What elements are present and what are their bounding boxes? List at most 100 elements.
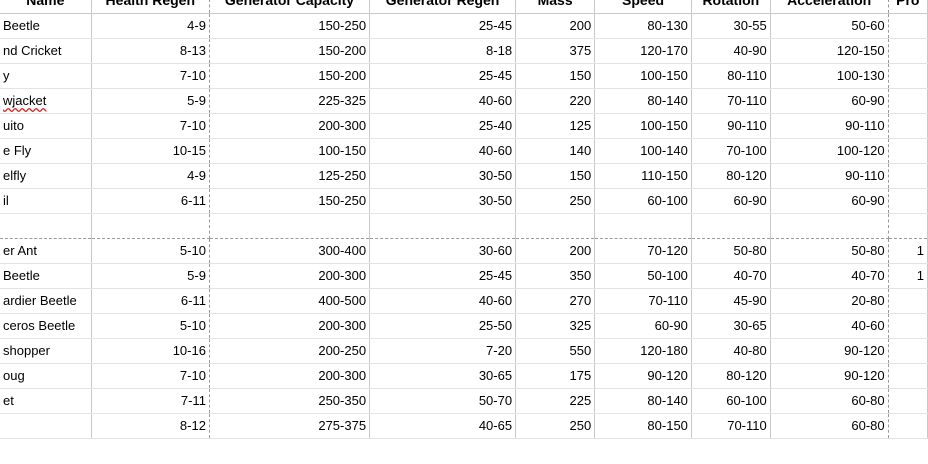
name-cell[interactable]: et: [0, 388, 92, 414]
data-cell[interactable]: [888, 363, 928, 389]
data-cell[interactable]: 1: [888, 238, 928, 264]
data-cell[interactable]: 150: [515, 63, 596, 89]
data-cell[interactable]: 350: [515, 263, 596, 289]
data-cell[interactable]: 150-250: [209, 188, 371, 214]
data-cell[interactable]: 220: [515, 88, 596, 114]
data-cell[interactable]: 150-200: [209, 63, 371, 89]
data-cell[interactable]: [888, 413, 928, 439]
data-cell[interactable]: 7-20: [369, 338, 517, 364]
data-cell[interactable]: 225-325: [209, 88, 371, 114]
column-header[interactable]: Health Regen: [91, 0, 210, 14]
name-cell[interactable]: il: [0, 188, 92, 214]
data-cell[interactable]: 90-110: [691, 113, 771, 139]
name-cell[interactable]: uito: [0, 113, 92, 139]
data-cell[interactable]: 80-120: [691, 163, 771, 189]
name-cell[interactable]: nd Cricket: [0, 38, 92, 64]
data-cell[interactable]: 5-10: [91, 313, 210, 339]
data-cell[interactable]: 50-80: [691, 238, 771, 264]
data-cell[interactable]: 40-70: [770, 263, 889, 289]
data-cell[interactable]: 10-15: [91, 138, 210, 164]
data-cell[interactable]: [888, 288, 928, 314]
data-cell[interactable]: 50-60: [770, 13, 889, 39]
data-cell[interactable]: 125-250: [209, 163, 371, 189]
data-cell[interactable]: 8-12: [91, 413, 210, 439]
name-cell[interactable]: [0, 413, 92, 439]
data-cell[interactable]: 70-100: [691, 138, 771, 164]
name-cell[interactable]: Beetle: [0, 13, 92, 39]
data-cell[interactable]: 225: [515, 388, 596, 414]
data-cell[interactable]: [888, 163, 928, 189]
data-cell[interactable]: 375: [515, 38, 596, 64]
data-cell[interactable]: 125: [515, 113, 596, 139]
data-cell[interactable]: 250-350: [209, 388, 371, 414]
name-cell[interactable]: ardier Beetle: [0, 288, 92, 314]
column-header[interactable]: Name: [0, 0, 92, 14]
data-cell[interactable]: 30-55: [691, 13, 771, 39]
data-cell[interactable]: 30-50: [369, 163, 517, 189]
data-cell[interactable]: 140: [515, 138, 596, 164]
name-cell[interactable]: y: [0, 63, 92, 89]
data-cell[interactable]: 7-10: [91, 363, 210, 389]
data-cell[interactable]: 120-170: [594, 38, 692, 64]
data-cell[interactable]: [209, 213, 371, 239]
column-header[interactable]: Generator Capacity: [209, 0, 371, 14]
data-cell[interactable]: 70-110: [691, 88, 771, 114]
data-cell[interactable]: 110-150: [594, 163, 692, 189]
data-cell[interactable]: 8-13: [91, 38, 210, 64]
data-cell[interactable]: 250: [515, 188, 596, 214]
data-cell[interactable]: 50-80: [770, 238, 889, 264]
data-cell[interactable]: 5-9: [91, 88, 210, 114]
data-cell[interactable]: [369, 213, 517, 239]
data-cell[interactable]: 100-130: [770, 63, 889, 89]
data-cell[interactable]: 5-10: [91, 238, 210, 264]
data-cell[interactable]: [691, 213, 771, 239]
data-cell[interactable]: 60-100: [594, 188, 692, 214]
name-cell[interactable]: [0, 213, 92, 239]
data-cell[interactable]: [888, 388, 928, 414]
data-cell[interactable]: 150-250: [209, 13, 371, 39]
data-cell[interactable]: 30-65: [691, 313, 771, 339]
data-cell[interactable]: 60-90: [691, 188, 771, 214]
data-cell[interactable]: 80-140: [594, 388, 692, 414]
data-cell[interactable]: [888, 113, 928, 139]
data-cell[interactable]: 60-80: [770, 388, 889, 414]
data-cell[interactable]: [594, 213, 692, 239]
data-cell[interactable]: 100-150: [209, 138, 371, 164]
data-cell[interactable]: [888, 338, 928, 364]
data-cell[interactable]: 80-120: [691, 363, 771, 389]
data-cell[interactable]: 60-100: [691, 388, 771, 414]
data-cell[interactable]: 6-11: [91, 188, 210, 214]
data-cell[interactable]: 200-300: [209, 263, 371, 289]
data-cell[interactable]: 150: [515, 163, 596, 189]
data-cell[interactable]: 50-100: [594, 263, 692, 289]
data-cell[interactable]: 60-90: [770, 88, 889, 114]
data-cell[interactable]: 200-300: [209, 313, 371, 339]
data-cell[interactable]: 25-45: [369, 263, 517, 289]
data-cell[interactable]: 4-9: [91, 13, 210, 39]
data-cell[interactable]: 45-90: [691, 288, 771, 314]
data-cell[interactable]: 40-80: [691, 338, 771, 364]
data-cell[interactable]: 100-150: [594, 113, 692, 139]
data-cell[interactable]: 70-120: [594, 238, 692, 264]
data-cell[interactable]: 30-60: [369, 238, 517, 264]
data-cell[interactable]: 200-250: [209, 338, 371, 364]
data-cell[interactable]: 80-110: [691, 63, 771, 89]
data-cell[interactable]: [91, 213, 210, 239]
data-cell[interactable]: 25-40: [369, 113, 517, 139]
data-cell[interactable]: 25-45: [369, 63, 517, 89]
data-cell[interactable]: 1: [888, 263, 928, 289]
column-header[interactable]: Acceleration: [770, 0, 889, 14]
data-cell[interactable]: 60-90: [770, 188, 889, 214]
data-cell[interactable]: 120-150: [770, 38, 889, 64]
data-cell[interactable]: 550: [515, 338, 596, 364]
data-cell[interactable]: 200: [515, 13, 596, 39]
data-cell[interactable]: 90-110: [770, 113, 889, 139]
data-cell[interactable]: 150-200: [209, 38, 371, 64]
name-cell[interactable]: wjacket: [0, 88, 92, 114]
column-header[interactable]: Speed: [594, 0, 692, 14]
data-cell[interactable]: 30-50: [369, 188, 517, 214]
data-cell[interactable]: 40-60: [369, 288, 517, 314]
data-cell[interactable]: 7-11: [91, 388, 210, 414]
data-cell[interactable]: 60-80: [770, 413, 889, 439]
data-cell[interactable]: 270: [515, 288, 596, 314]
